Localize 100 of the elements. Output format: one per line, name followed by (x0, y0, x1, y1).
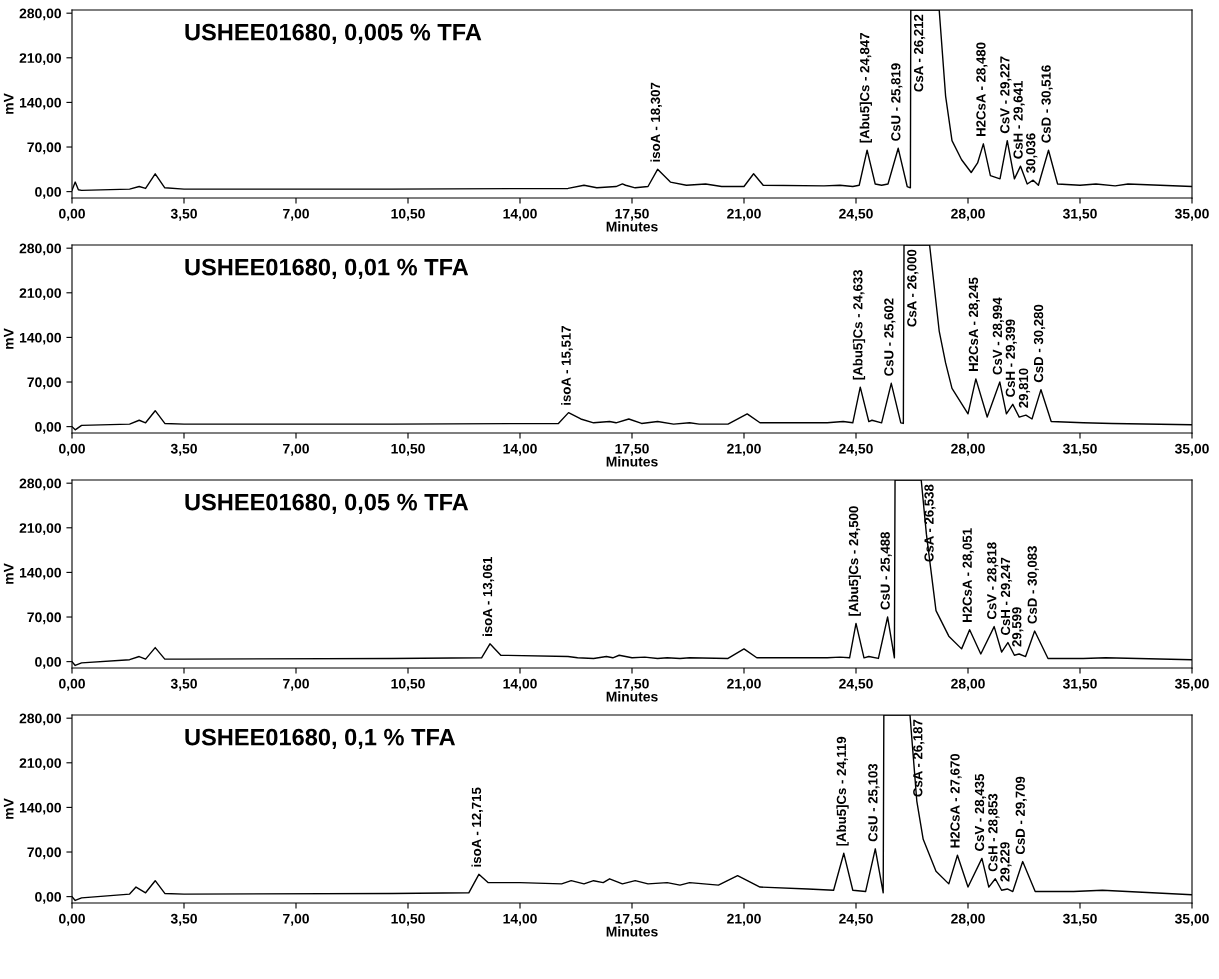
x-tick-label: 21,00 (727, 913, 761, 926)
annotation: CsH - 29,399 (1005, 319, 1017, 397)
annotation: CsA - 26,000 (907, 249, 919, 327)
x-tick-label: 35,00 (1174, 208, 1209, 221)
x-tick-label: 14,00 (503, 678, 537, 691)
annotation: CsA - 26,212 (913, 14, 926, 92)
x-tick-label: 10,50 (391, 913, 425, 926)
x-tick-label: 7,00 (283, 443, 309, 456)
annotation: 29,810 (1018, 368, 1031, 408)
x-tick-label: 7,00 (283, 913, 309, 926)
annotation: isoA - 18,307 (650, 82, 662, 162)
y-tick-label: 140,00 (19, 332, 62, 345)
annotation: [Abu5]Cs - 24,119 (836, 736, 849, 846)
x-tick-label: 35,00 (1174, 443, 1209, 456)
y-tick-label: 210,00 (19, 53, 62, 65)
y-tick-label: 210,00 (19, 288, 62, 300)
x-tick-label: 7,00 (283, 208, 309, 221)
x-tick-label: 28,00 (951, 913, 985, 926)
x-tick-label: 3,50 (170, 913, 197, 926)
annotation: 29,599 (1012, 607, 1024, 647)
y-tick-label: 140,00 (19, 802, 62, 815)
y-tick-label: 280,00 (19, 713, 62, 726)
annotation: H2CsA - 27,670 (950, 753, 962, 848)
text: USHEE01680, 0,005 % TFA (185, 23, 482, 44)
y-tick-label: 210,00 (19, 523, 62, 535)
annotation: CsD - 29,709 (1015, 776, 1027, 855)
y-tick-label: 210,00 (19, 758, 62, 770)
x-tick-label: 28,00 (951, 443, 985, 456)
x-tick-label: 17,50 (615, 913, 649, 926)
y-tick-label: 0,00 (35, 891, 62, 904)
annotation: CsU - 25,602 (884, 298, 896, 376)
x-tick-label: 21,00 (727, 208, 761, 221)
x-tick-label: 35,00 (1174, 678, 1209, 691)
x-axis-title: Minutes (606, 456, 658, 467)
annotation: [Abu5]Cs - 24,633 (852, 269, 866, 380)
y-axis-title: mV (3, 93, 14, 114)
x-tick-label: 3,50 (170, 443, 197, 456)
annotation: CsV - 28,994 (992, 297, 1004, 375)
y-tick-label: 70,00 (27, 377, 62, 390)
annotation: CsH - 28,853 (988, 793, 1000, 872)
x-tick-label: 0,00 (59, 208, 85, 221)
x-tick-label: 35,00 (1174, 913, 1209, 926)
x-tick-label: 31,50 (1062, 208, 1097, 221)
annotation: CsV - 28,435 (974, 774, 987, 851)
x-tick-label: 24,50 (839, 678, 873, 691)
text: USHEE01680, 0,05 % TFA (185, 493, 469, 514)
x-tick-label: 21,00 (727, 443, 761, 456)
x-tick-label: 10,50 (391, 208, 425, 221)
x-tick-label: 14,00 (503, 443, 537, 456)
y-tick-label: 70,00 (27, 142, 62, 155)
x-tick-label: 14,00 (503, 208, 537, 221)
x-tick-label: 28,00 (951, 208, 985, 221)
y-tick-label: 280,00 (19, 8, 62, 21)
x-tick-label: 0,00 (59, 678, 85, 691)
y-tick-label: 0,00 (35, 186, 62, 199)
x-tick-label: 24,50 (839, 443, 873, 456)
x-tick-label: 0,00 (59, 913, 85, 926)
annotation: CsD - 30,280 (1033, 304, 1046, 383)
annotation: 29,229 (1000, 842, 1012, 882)
annotation: CsH - 29,641 (1013, 81, 1025, 159)
annotation: isoA - 12,715 (471, 787, 484, 867)
x-tick-label: 28,00 (951, 678, 985, 691)
y-axis-title: mV (3, 563, 14, 584)
y-tick-label: 280,00 (19, 243, 62, 256)
x-tick-label: 0,00 (59, 443, 85, 456)
annotation: isoA - 13,061 (482, 557, 495, 636)
text: USHEE01680, 0,1 % TFA (185, 728, 456, 749)
y-tick-label: 140,00 (19, 567, 62, 580)
x-tick-label: 3,50 (170, 678, 197, 691)
y-tick-label: 0,00 (35, 656, 62, 669)
x-axis-title: Minutes (606, 691, 658, 702)
annotation: CsD - 30,083 (1027, 546, 1039, 624)
x-tick-label: 31,50 (1062, 678, 1097, 691)
text: USHEE01680, 0,01 % TFA (185, 258, 469, 279)
x-tick-label: 10,50 (391, 443, 425, 456)
x-tick-label: 14,00 (503, 913, 537, 926)
y-tick-label: 70,00 (27, 847, 62, 860)
annotation: CsH - 29,247 (1000, 557, 1013, 636)
x-tick-label: 17,50 (615, 678, 649, 691)
y-tick-label: 140,00 (19, 97, 62, 110)
x-tick-label: 17,50 (615, 208, 649, 221)
x-tick-label: 24,50 (839, 913, 873, 926)
x-tick-label: 17,50 (615, 443, 649, 456)
annotation: CsD - 30,516 (1041, 65, 1053, 143)
y-tick-label: 280,00 (19, 478, 62, 491)
x-tick-label: 24,50 (839, 208, 873, 221)
annotation: CsU - 25,488 (880, 532, 892, 610)
y-tick-label: 70,00 (27, 612, 62, 625)
x-tick-label: 21,00 (727, 678, 761, 691)
y-tick-label: 0,00 (35, 421, 62, 434)
x-tick-label: 10,50 (391, 678, 425, 691)
annotation: H2CsA - 28,480 (976, 42, 988, 136)
x-tick-label: 7,00 (283, 678, 309, 691)
annotation: CsV - 29,227 (1000, 56, 1012, 134)
annotation: H2CsA - 28,245 (968, 277, 981, 371)
annotation: 30,036 (1026, 133, 1038, 173)
annotation: CsU - 25,819 (891, 63, 903, 141)
annotation: [Abu5]Cs - 24,500 (848, 506, 861, 616)
x-tick-label: 3,50 (170, 208, 197, 221)
annotation: CsU - 25,103 (868, 763, 880, 842)
